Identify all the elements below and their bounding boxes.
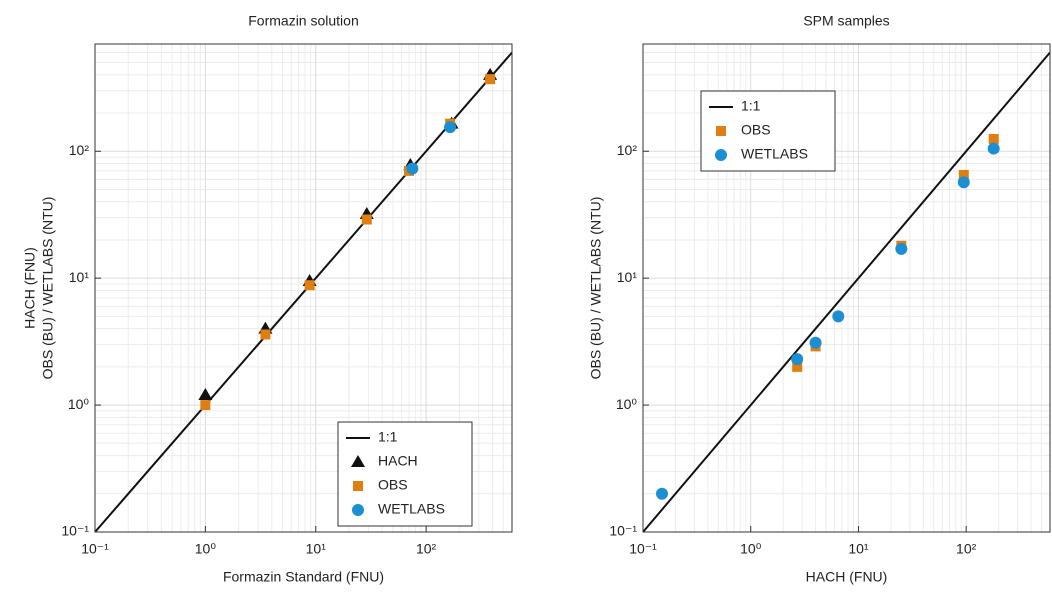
reference-line [95,51,512,532]
legend-label: WETLABS [741,146,808,162]
x-tick-label: 10¹ [848,541,869,557]
x-tick-label: 10⁰ [195,541,217,557]
marker-square [353,481,363,491]
legend-label: OBS [741,122,771,138]
x-tick-label: 10² [956,541,977,557]
marker-triangle [198,388,213,401]
subplot: 10⁻¹ 10⁰ 10¹ 10² 10⁻¹ 10⁰ 10¹ 10² Formazin solut… [22,13,513,585]
marker-circle [809,336,822,349]
marker-circle [895,242,908,255]
x-tick-label: 10² [416,541,437,557]
y-tick-label: 10⁻¹ [61,523,89,539]
marker-circle [444,121,457,134]
marker-circle [406,162,419,175]
marker-square [304,280,315,291]
marker-square [958,169,969,180]
marker-triangle [351,455,365,467]
marker-square [716,126,726,136]
y-tick-label: 10² [69,142,90,158]
marker-circle [832,310,845,323]
chart-title: Formazin solution [248,13,359,29]
y-tick-label: 10¹ [617,269,638,285]
legend: 1:1 HACH OBS WETLABS [337,421,473,527]
x-tick-label: 10⁻¹ [81,541,109,557]
subplot: 10⁻¹ 10⁰ 10¹ 10² 10⁻¹ 10⁰ 10¹ 10² SPM samples HAC… [588,13,1051,585]
marker-circle [715,149,727,161]
y-tick-label: 10¹ [69,269,90,285]
marker-square [485,74,496,85]
marker-circle [791,353,804,366]
reference-line [643,51,1050,532]
x-tick-label: 10⁻¹ [629,541,657,557]
legend-label: 1:1 [378,429,398,445]
data-layer [95,51,512,532]
axes-box [642,43,1051,533]
marker-circle [655,487,668,500]
y-axis-label: HACH (FNU) [22,247,38,329]
legend-label: 1:1 [741,98,761,114]
x-axis-label: Formazin Standard (FNU) [223,569,384,585]
legend-label: HACH [378,453,418,469]
marker-square [260,329,271,340]
chart-title: SPM samples [803,13,889,29]
x-tick-label: 10¹ [306,541,327,557]
axes-box [94,43,513,533]
legend-label: OBS [378,477,408,493]
y-tick-label: 10⁻¹ [609,523,637,539]
y-tick-label: 10⁰ [68,396,90,412]
marker-square [361,214,372,225]
marker-square [988,133,999,144]
legend-label: WETLABS [378,501,445,517]
x-tick-label: 10⁰ [740,541,762,557]
marker-circle [987,142,1000,155]
y-axis-label: OBS (BU) / WETLABS (NTU) [588,197,604,380]
y-axis-label: OBS (BU) / WETLABS (NTU) [40,197,56,380]
data-layer [643,51,1050,532]
x-axis-label: HACH (FNU) [806,569,888,585]
legend: 1:1 OBS WETLABS [700,90,836,172]
y-tick-label: 10⁰ [616,396,638,412]
marker-circle [957,176,970,189]
marker-circle [352,504,364,516]
marker-square [792,361,803,372]
marker-square [200,400,211,411]
y-tick-label: 10² [617,142,638,158]
